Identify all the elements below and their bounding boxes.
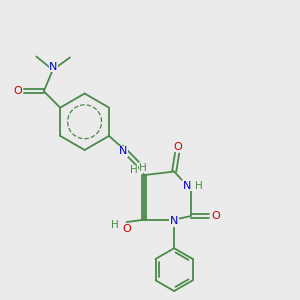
Text: O: O: [211, 211, 220, 221]
Text: O: O: [14, 86, 22, 96]
Text: H: H: [195, 181, 203, 191]
Text: O: O: [122, 224, 131, 234]
Text: N: N: [49, 62, 58, 72]
Text: H: H: [140, 163, 147, 173]
Text: N: N: [183, 181, 191, 191]
Text: H: H: [130, 165, 137, 175]
Text: N: N: [119, 146, 127, 156]
Text: O: O: [173, 142, 182, 152]
Text: N: N: [170, 216, 178, 226]
Text: H: H: [111, 220, 119, 230]
